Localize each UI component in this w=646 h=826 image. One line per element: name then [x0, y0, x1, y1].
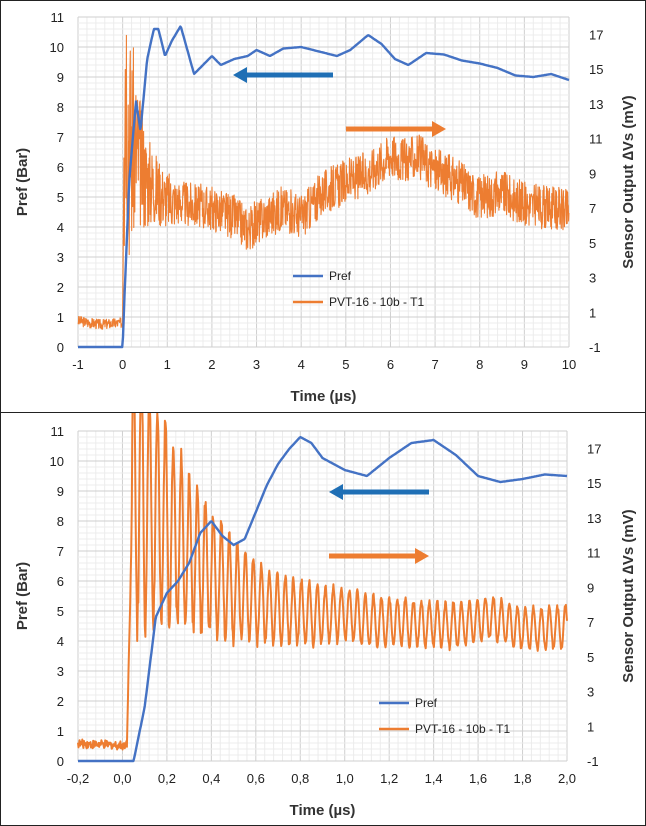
top-x-tick-label: 0: [119, 357, 126, 372]
top-y-tick-label: 7: [57, 130, 64, 145]
bottom-y2-tick-label: 17: [587, 441, 601, 456]
bottom-pref-axis-arrow: [329, 484, 429, 500]
top-x-axis-title: Time (µs): [291, 388, 357, 405]
top-legend: Pref PVT-16 - 10b - T1: [293, 269, 424, 309]
top-x-tick-label: 6: [387, 357, 394, 372]
top-chart: -1 0 1 2 3 4 5 6 7 8 9 1001234567891011-11357911131…: [14, 10, 637, 405]
bottom-y2-tick-label: 5: [587, 650, 594, 665]
bottom-legend-label: Pref: [415, 696, 438, 710]
bottom-chart: -0,2 0,0 0,2 0,4 0,6 0,8 1,0 1,2 1,4 1,6 1,8 2,0 0 1 2…: [14, 413, 637, 819]
top-x-tick-label: 3: [253, 357, 260, 372]
bottom-y-tick-label: 10: [50, 454, 64, 469]
bottom-y2-tick-label: -1: [587, 754, 599, 769]
top-y-tick-label: 9: [57, 70, 64, 85]
top-legend-label: Pref: [329, 269, 352, 283]
bottom-y2-tick-label: 13: [587, 511, 601, 526]
top-x-tick-label: 9: [521, 357, 528, 372]
top-y-tick-label: 11: [51, 10, 65, 25]
bottom-y-tick-label: 6: [57, 574, 64, 589]
top-y2-tick-label: 15: [589, 62, 603, 77]
top-y-axis-title: Pref (Bar): [14, 148, 31, 216]
bottom-y2-axis-title: Sensor Output ∆Vs (mV): [620, 509, 637, 682]
top-x-tick-label: 10: [562, 357, 576, 372]
top-chart-panel: -1 0 1 2 3 4 5 6 7 8 9 10 0 1 2 3 4 5 6 7 8 9 10 11 -1 1 3 5 7 9 11 13 1…: [0, 0, 646, 413]
bottom-y2-tick-label: 15: [587, 476, 601, 491]
top-x-tick-label: 2: [208, 357, 215, 372]
bottom-pref-series: [77, 435, 568, 763]
top-sensor-axis-arrow: [346, 121, 446, 137]
top-y2-tick-label: 13: [589, 97, 603, 112]
top-y-tick-label: 8: [57, 100, 64, 115]
top-y2-tick-label: 17: [589, 27, 603, 42]
top-y-tick-label: 3: [57, 250, 64, 265]
bottom-y-tick-label: 4: [57, 634, 64, 649]
bottom-legend-label: PVT-16 - 10b - T1: [415, 722, 510, 736]
bottom-legend: Pref PVT-16 - 10b - T1: [379, 696, 510, 736]
top-x-tick-label: 4: [298, 357, 305, 372]
top-y2-tick-label: 1: [589, 305, 596, 320]
bottom-y2-tick-label: 3: [587, 685, 594, 700]
bottom-x-tick-label: 1,2: [380, 771, 398, 786]
top-y2-tick-label: -1: [589, 340, 601, 355]
top-y2-tick-label: 7: [589, 201, 596, 216]
bottom-x-tick-label: 0,8: [291, 771, 309, 786]
top-x-tick-label: 1: [164, 357, 171, 372]
bottom-y2-tick-label: 11: [587, 546, 601, 561]
bottom-x-tick-label: 0,2: [158, 771, 176, 786]
bottom-y2-tick-label: 7: [587, 615, 594, 630]
bottom-sensor-axis-arrow: [329, 548, 429, 564]
bottom-y-tick-label: 3: [57, 664, 64, 679]
bottom-x-tick-label: 2,0: [558, 771, 576, 786]
bottom-y2-tick-label: 9: [587, 580, 594, 595]
top-y-tick-label: 5: [57, 190, 64, 205]
bottom-y-tick-label: 0: [57, 754, 64, 769]
bottom-y-axis-title: Pref (Bar): [14, 562, 31, 630]
top-y-tick-label: 10: [50, 40, 64, 55]
bottom-y-tick-label: 2: [57, 694, 64, 709]
top-y-tick-label: 2: [57, 280, 64, 295]
top-sensor-output-series: [77, 34, 570, 330]
bottom-y-tick-label: 11: [51, 424, 65, 439]
bottom-y-tick-label: 8: [57, 514, 64, 529]
bottom-x-tick-label: 0,4: [202, 771, 220, 786]
bottom-x-tick-label: 1,4: [425, 771, 443, 786]
top-y2-tick-label: 3: [589, 271, 596, 286]
bottom-y2-tick-label: 1: [587, 719, 594, 734]
bottom-x-axis-title: Time (µs): [290, 802, 356, 819]
bottom-sensor-output-series: [77, 413, 568, 751]
bottom-y-tick-label: 7: [57, 544, 64, 559]
bottom-x-tick-label: 1,6: [469, 771, 487, 786]
bottom-y-tick-label: 1: [57, 724, 64, 739]
top-y2-axis-title: Sensor Output ∆Vs (mV): [620, 95, 637, 268]
top-y2-tick-label: 11: [589, 132, 603, 147]
bottom-x-tick-label: 1,8: [514, 771, 532, 786]
top-y2-tick-label: 9: [589, 166, 596, 181]
top-y-tick-label: 1: [57, 310, 64, 325]
top-pref-series: [77, 25, 570, 349]
top-pref-axis-arrow: [233, 67, 333, 83]
bottom-y-tick-label: 5: [57, 604, 64, 619]
bottom-x-tick-label: 0,6: [247, 771, 265, 786]
top-x-tick-label: 7: [431, 357, 438, 372]
top-y-tick-label: 4: [57, 220, 64, 235]
bottom-x-tick-label: 0,0: [113, 771, 131, 786]
top-y-tick-label: 6: [57, 160, 64, 175]
bottom-chart-panel: -0,2 0,0 0,2 0,4 0,6 0,8 1,0 1,2 1,4 1,6 1,8 2,0 0 1 2…: [0, 413, 646, 826]
top-legend-label: PVT-16 - 10b - T1: [329, 295, 424, 309]
top-x-tick-label: 5: [342, 357, 349, 372]
top-x-tick-label: -1: [72, 357, 84, 372]
bottom-x-tick-label: 1,0: [336, 771, 354, 786]
bottom-x-tick-label: -0,2: [67, 771, 89, 786]
top-y2-tick-label: 5: [589, 236, 596, 251]
bottom-y-tick-label: 9: [57, 484, 64, 499]
top-y-tick-label: 0: [57, 340, 64, 355]
top-x-tick-label: 8: [476, 357, 483, 372]
